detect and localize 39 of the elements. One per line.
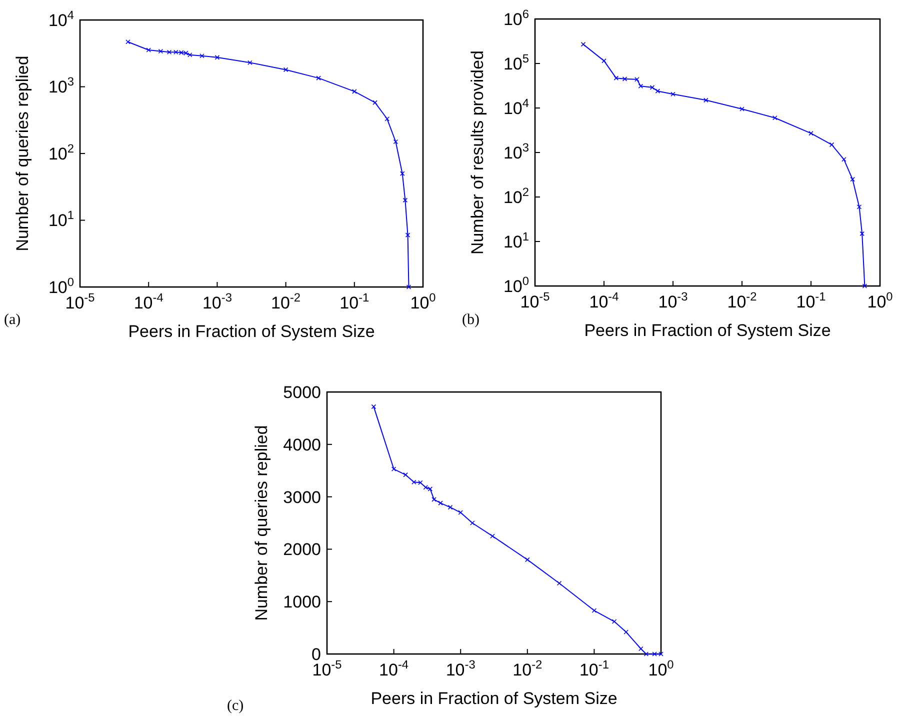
y-tick-label: 10$^{5}$	[503, 51, 530, 74]
x-axis-title: Peers in Fraction of System Size	[370, 689, 618, 708]
y-tick-label: 10$^{6}$	[503, 6, 530, 29]
x-tick-label: 10$^{-3}$	[446, 658, 476, 680]
x-tick-label: 10$^{-4}$	[379, 658, 409, 680]
y-tick-label: 1000	[283, 592, 321, 612]
y-tick-label: 10$^{4}$	[48, 8, 74, 30]
y-tick-label: 5000	[283, 382, 321, 402]
x-tick-label: 10$^{0}$	[867, 290, 894, 312]
y-tick-label: 10$^{3}$	[503, 140, 530, 162]
y-tick-label: 2000	[283, 540, 321, 560]
x-tick-label: 10$^{-4}$	[134, 290, 164, 313]
y-axis-title: Number of queries replied	[13, 56, 32, 252]
y-tick-label: 10$^{3}$	[48, 74, 74, 97]
x-axis-title: Peers in Fraction of System Size	[584, 321, 831, 340]
y-tick-label: 10$^{2}$	[48, 141, 74, 164]
y-axis-title: Number of queries replied	[252, 425, 271, 621]
x-tick-label: 10$^{-2}$	[271, 290, 301, 313]
text: (c)	[227, 698, 244, 714]
y-axis-title: Number of results provided	[468, 50, 487, 255]
y-tick-label: 10$^{2}$	[503, 184, 530, 207]
y-tick-label: 10$^{4}$	[503, 96, 530, 118]
x-tick-label: 10$^{0}$	[410, 290, 436, 313]
x-tick-label: 10$^{-4}$	[589, 290, 620, 312]
x-tick-label: 10$^{-1}$	[579, 658, 610, 680]
x-axis-title: Peers in Fraction of System Size	[128, 322, 375, 341]
x-tick-label: 10$^{0}$	[648, 658, 674, 680]
x-tick-label: 10$^{-1}$	[340, 290, 370, 313]
text: (b)	[462, 312, 480, 328]
x-tick-label: 10$^{-3}$	[202, 290, 232, 313]
x-tick-label: 10$^{-2}$	[512, 658, 543, 680]
y-tick-label: 10$^{1}$	[48, 208, 74, 230]
y-tick-label: 10$^{1}$	[503, 229, 530, 252]
y-tick-label: 3000	[283, 488, 321, 507]
text: (a)	[4, 312, 21, 328]
x-tick-label: 10$^{-2}$	[727, 290, 758, 312]
x-tick-label: 10$^{-3}$	[658, 290, 688, 312]
x-tick-label: 10$^{-1}$	[796, 290, 826, 312]
y-tick-label: 4000	[283, 435, 321, 454]
